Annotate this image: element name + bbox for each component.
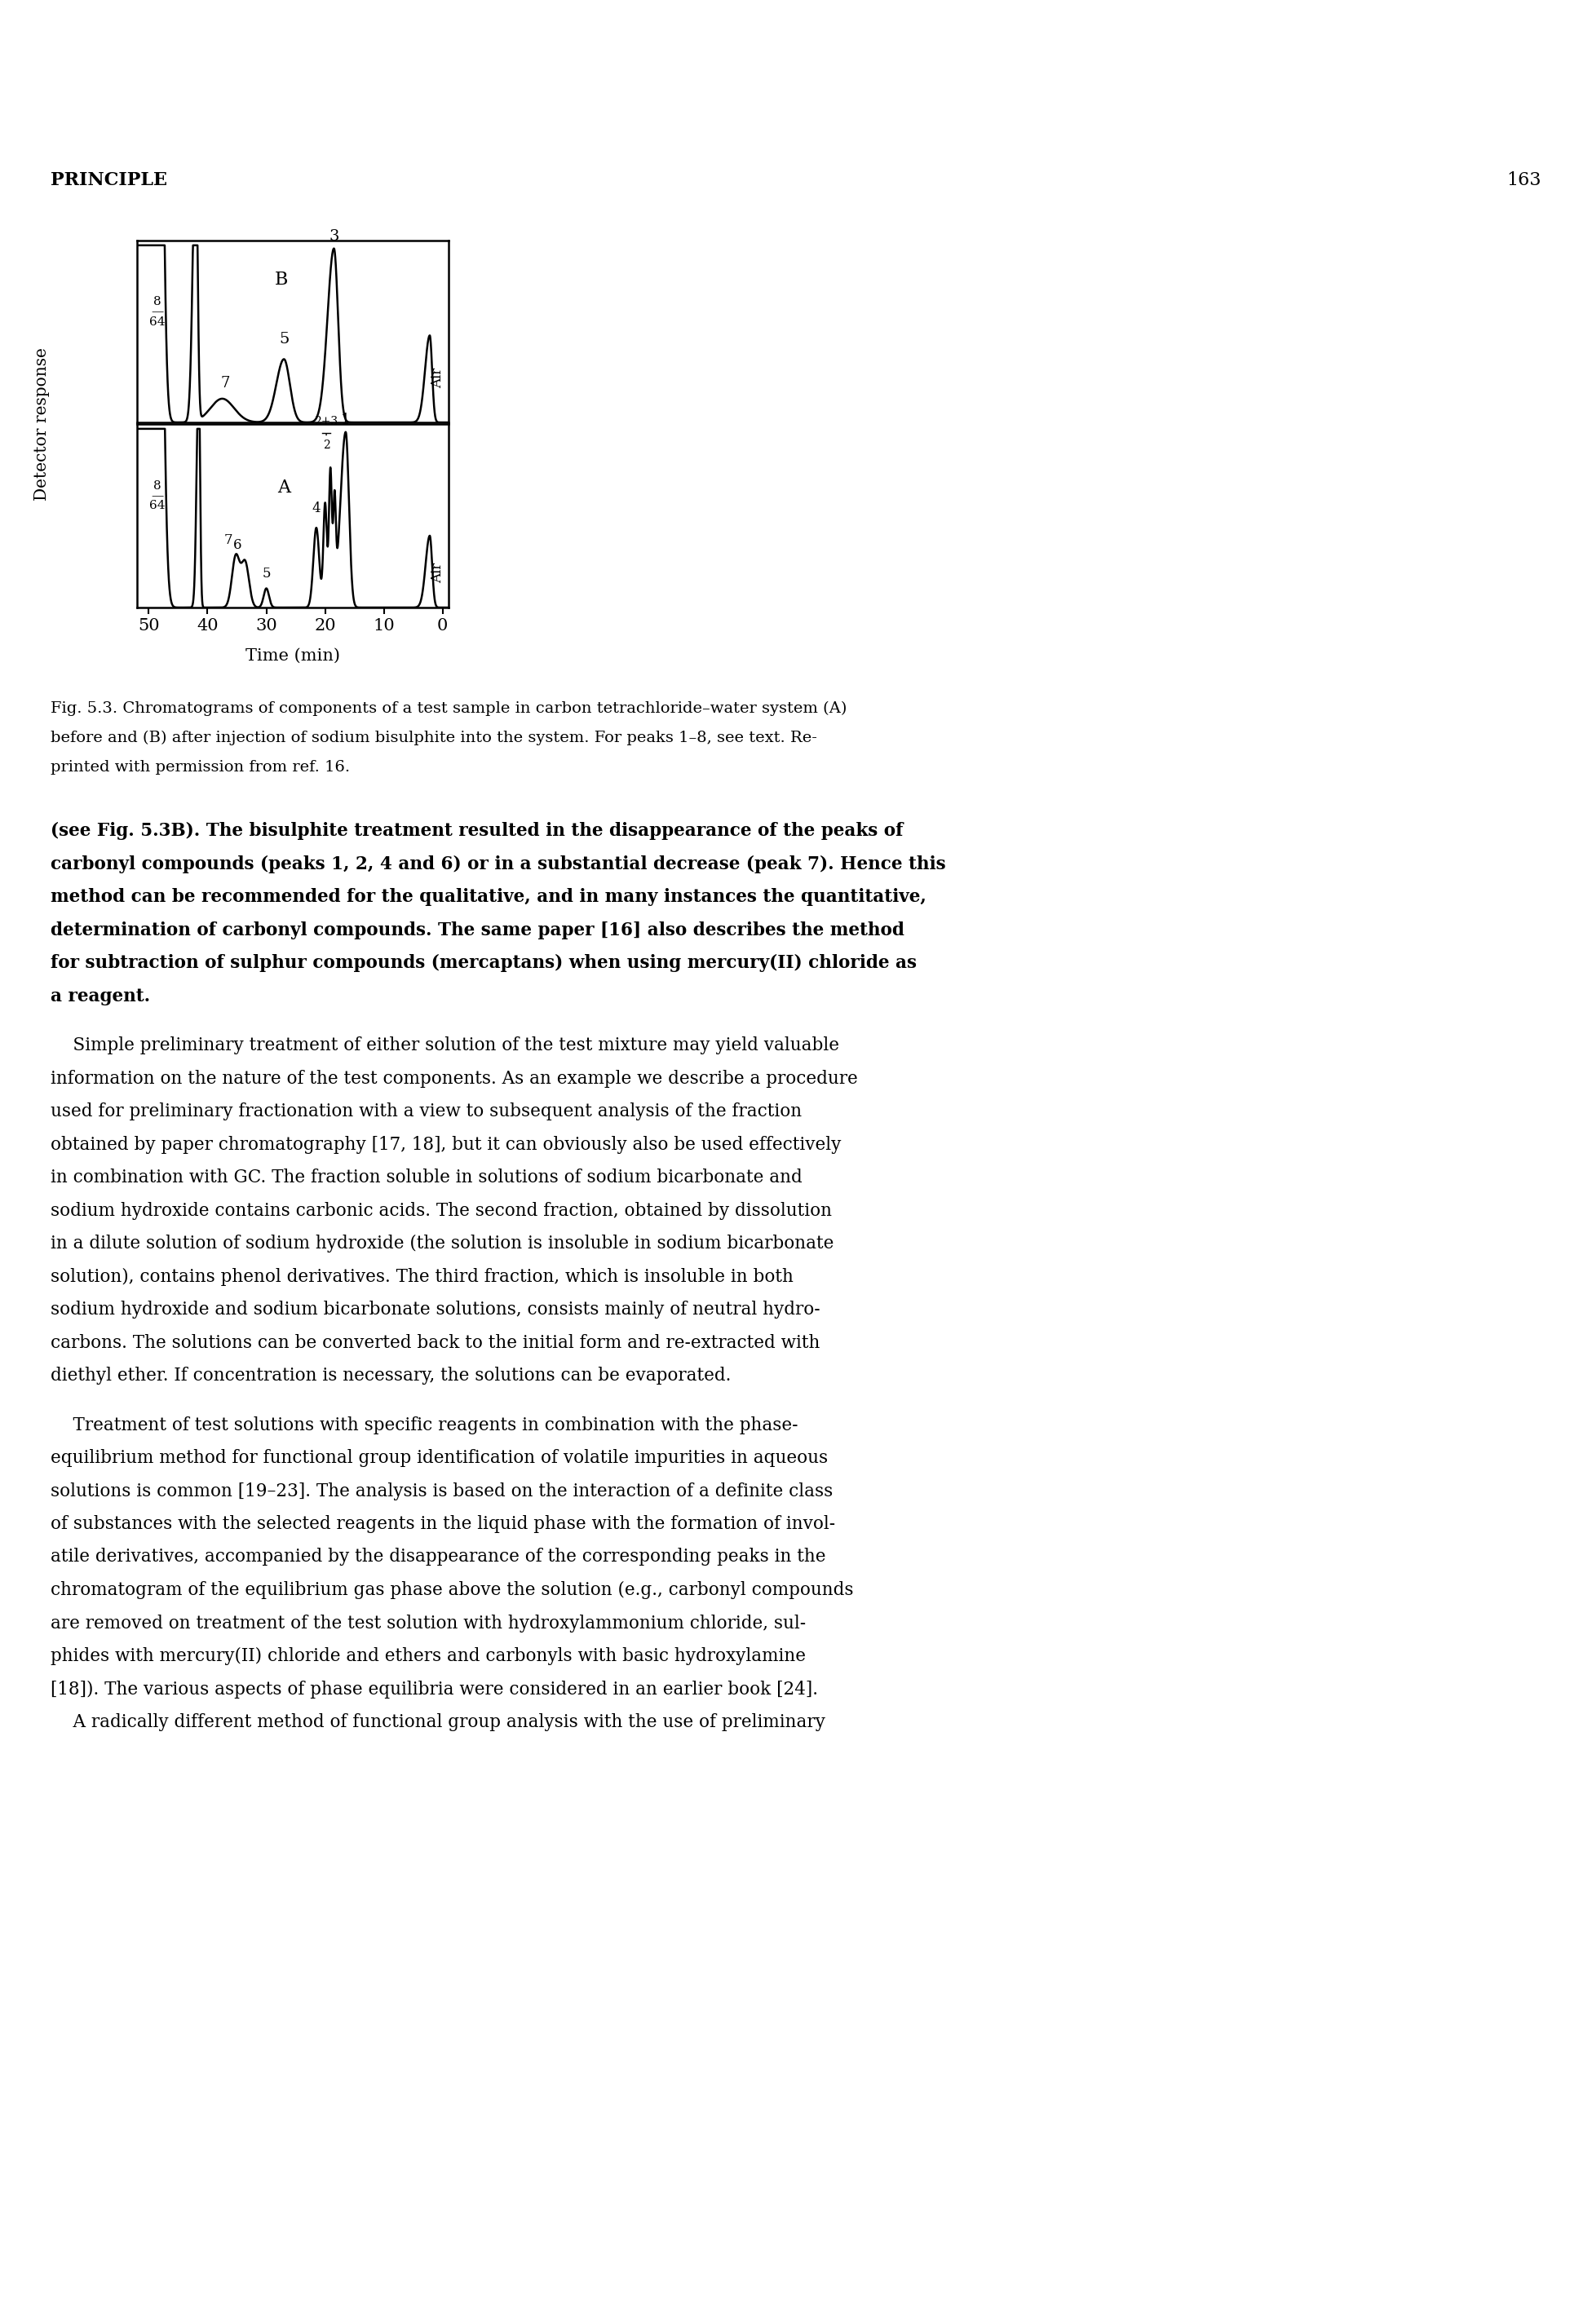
- Text: 163: 163: [1506, 172, 1541, 188]
- Text: Treatment of test solutions with specific reagents in combination with the phase: Treatment of test solutions with specifi…: [51, 1415, 798, 1434]
- Text: 2: 2: [323, 439, 330, 451]
- Text: chromatogram of the equilibrium gas phase above the solution (e.g., carbonyl com: chromatogram of the equilibrium gas phas…: [51, 1580, 853, 1599]
- Text: atile derivatives, accompanied by the disappearance of the corresponding peaks i: atile derivatives, accompanied by the di…: [51, 1548, 826, 1566]
- Text: B: B: [274, 272, 288, 288]
- Text: Time (min): Time (min): [245, 648, 341, 665]
- Text: Air: Air: [431, 562, 444, 583]
- Text: solutions is common [19–23]. The analysis is based on the interaction of a defin: solutions is common [19–23]. The analysi…: [51, 1483, 833, 1499]
- Text: carbons. The solutions can be converted back to the initial form and re-extracte: carbons. The solutions can be converted …: [51, 1334, 820, 1353]
- Text: of substances with the selected reagents in the liquid phase with the formation : of substances with the selected reagents…: [51, 1515, 836, 1534]
- Text: in a dilute solution of sodium hydroxide (the solution is insoluble in sodium bi: in a dilute solution of sodium hydroxide…: [51, 1234, 834, 1253]
- Text: before and (B) after injection of sodium bisulphite into the system. For peaks 1: before and (B) after injection of sodium…: [51, 730, 817, 746]
- Text: 2+3: 2+3: [315, 416, 338, 428]
- Text: 8
—
64: 8 — 64: [150, 295, 166, 328]
- Text: A: A: [277, 479, 290, 497]
- Text: in combination with GC. The fraction soluble in solutions of sodium bicarbonate : in combination with GC. The fraction sol…: [51, 1169, 802, 1188]
- Text: are removed on treatment of the test solution with hydroxylammonium chloride, su: are removed on treatment of the test sol…: [51, 1615, 806, 1631]
- Text: 5: 5: [279, 332, 290, 346]
- Text: for subtraction of sulphur compounds (mercaptans) when using mercury(II) chlorid: for subtraction of sulphur compounds (me…: [51, 955, 917, 971]
- Text: A radically different method of functional group analysis with the use of prelim: A radically different method of function…: [51, 1713, 825, 1731]
- Text: method can be recommended for the qualitative, and in many instances the quantit: method can be recommended for the qualit…: [51, 888, 927, 906]
- Text: 8
—
64: 8 — 64: [150, 481, 166, 511]
- Text: printed with permission from ref. 16.: printed with permission from ref. 16.: [51, 760, 350, 774]
- Text: 3: 3: [330, 230, 339, 244]
- Text: [18]). The various aspects of phase equilibria were considered in an earlier boo: [18]). The various aspects of phase equi…: [51, 1680, 818, 1699]
- Text: 7: 7: [223, 532, 232, 546]
- Text: sodium hydroxide contains carbonic acids. The second fraction, obtained by disso: sodium hydroxide contains carbonic acids…: [51, 1202, 833, 1220]
- Text: diethyl ether. If concentration is necessary, the solutions can be evaporated.: diethyl ether. If concentration is neces…: [51, 1367, 731, 1385]
- Text: obtained by paper chromatography [17, 18], but it can obviously also be used eff: obtained by paper chromatography [17, 18…: [51, 1136, 841, 1153]
- Text: PRINCIPLE: PRINCIPLE: [51, 172, 167, 188]
- Text: solution), contains phenol derivatives. The third fraction, which is insoluble i: solution), contains phenol derivatives. …: [51, 1267, 793, 1285]
- Text: used for preliminary fractionation with a view to subsequent analysis of the fra: used for preliminary fractionation with …: [51, 1102, 802, 1120]
- Text: Simple preliminary treatment of either solution of the test mixture may yield va: Simple preliminary treatment of either s…: [51, 1037, 839, 1055]
- Text: 6: 6: [232, 537, 242, 551]
- Text: (see Fig. 5.3B). The bisulphite treatment resulted in the disappearance of the p: (see Fig. 5.3B). The bisulphite treatmen…: [51, 823, 903, 839]
- Text: 4: 4: [312, 502, 320, 516]
- Text: information on the nature of the test components. As an example we describe a pr: information on the nature of the test co…: [51, 1069, 858, 1088]
- Text: 5: 5: [263, 567, 271, 581]
- Text: Detector response: Detector response: [35, 346, 51, 500]
- Text: phides with mercury(II) chloride and ethers and carbonyls with basic hydroxylami: phides with mercury(II) chloride and eth…: [51, 1648, 806, 1666]
- Text: determination of carbonyl compounds. The same paper [16] also describes the meth: determination of carbonyl compounds. The…: [51, 920, 904, 939]
- Text: carbonyl compounds (peaks 1, 2, 4 and 6) or in a substantial decrease (peak 7). : carbonyl compounds (peaks 1, 2, 4 and 6)…: [51, 855, 946, 874]
- Text: equilibrium method for functional group identification of volatile impurities in: equilibrium method for functional group …: [51, 1450, 828, 1466]
- Text: Fig. 5.3. Chromatograms of components of a test sample in carbon tetrachloride–w: Fig. 5.3. Chromatograms of components of…: [51, 702, 847, 716]
- Text: sodium hydroxide and sodium bicarbonate solutions, consists mainly of neutral hy: sodium hydroxide and sodium bicarbonate …: [51, 1301, 820, 1318]
- Text: Air: Air: [431, 367, 444, 388]
- Text: a reagent.: a reagent.: [51, 988, 150, 1004]
- Text: 7: 7: [221, 376, 229, 390]
- Text: 1: 1: [341, 414, 350, 428]
